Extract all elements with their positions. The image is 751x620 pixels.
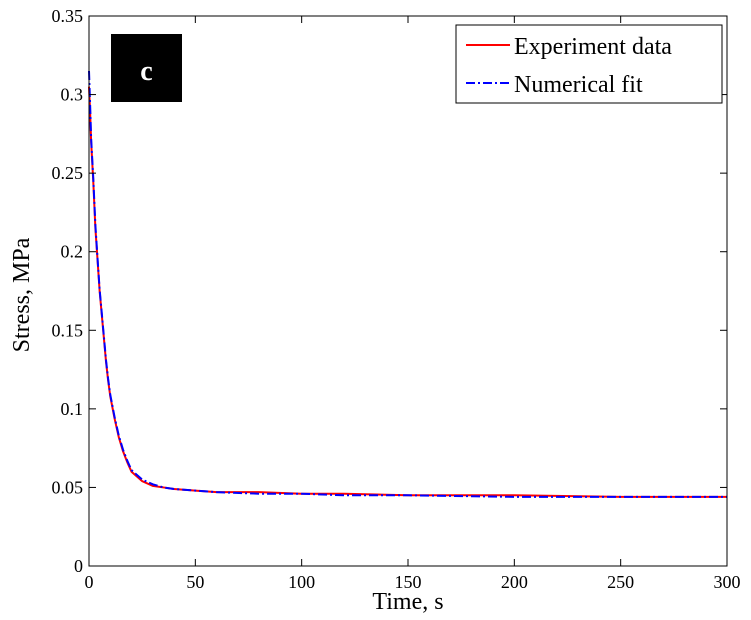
- x-tick-label: 0: [85, 572, 94, 592]
- x-tick-label: 300: [714, 572, 741, 592]
- axes-layer: 0 50 100 150 200 250 300 0 0.05 0.1 0.15 0.2 0.25 0.3…: [52, 6, 741, 592]
- x-tick-label: 50: [186, 572, 204, 592]
- y-tick-label: 0.05: [52, 477, 84, 497]
- y-tick-label: 0.1: [61, 399, 84, 419]
- y-tick-label: 0.35: [52, 6, 84, 26]
- legend-label-experiment: Experiment data: [514, 34, 672, 60]
- panel-label: c: [140, 56, 152, 87]
- series-layer: [88, 70, 727, 498]
- x-tick-label: 250: [607, 572, 634, 592]
- y-tick-label: 0: [74, 556, 83, 576]
- y-axis-label: Stress, MPa: [9, 237, 35, 352]
- y-tick-label: 0.3: [61, 85, 84, 105]
- y-tick-label: 0.2: [61, 242, 84, 262]
- series-line-numerical-fit: [88, 70, 727, 498]
- legend-box: [455, 24, 723, 104]
- x-tick-label: 200: [501, 572, 528, 592]
- y-tick-label: 0.25: [52, 163, 84, 183]
- y-tick-label: 0.15: [52, 320, 84, 340]
- plot-background: [89, 16, 727, 566]
- panel-label-box: c: [111, 34, 182, 102]
- legend-label-fit: Numerical fit: [514, 72, 643, 98]
- x-axis-label: Time, s: [372, 589, 443, 615]
- plot-area: [89, 16, 727, 566]
- x-tick-label: 150: [395, 572, 422, 592]
- x-tick-label: 100: [288, 572, 315, 592]
- legend: Experiment data Numerical fit: [455, 24, 723, 104]
